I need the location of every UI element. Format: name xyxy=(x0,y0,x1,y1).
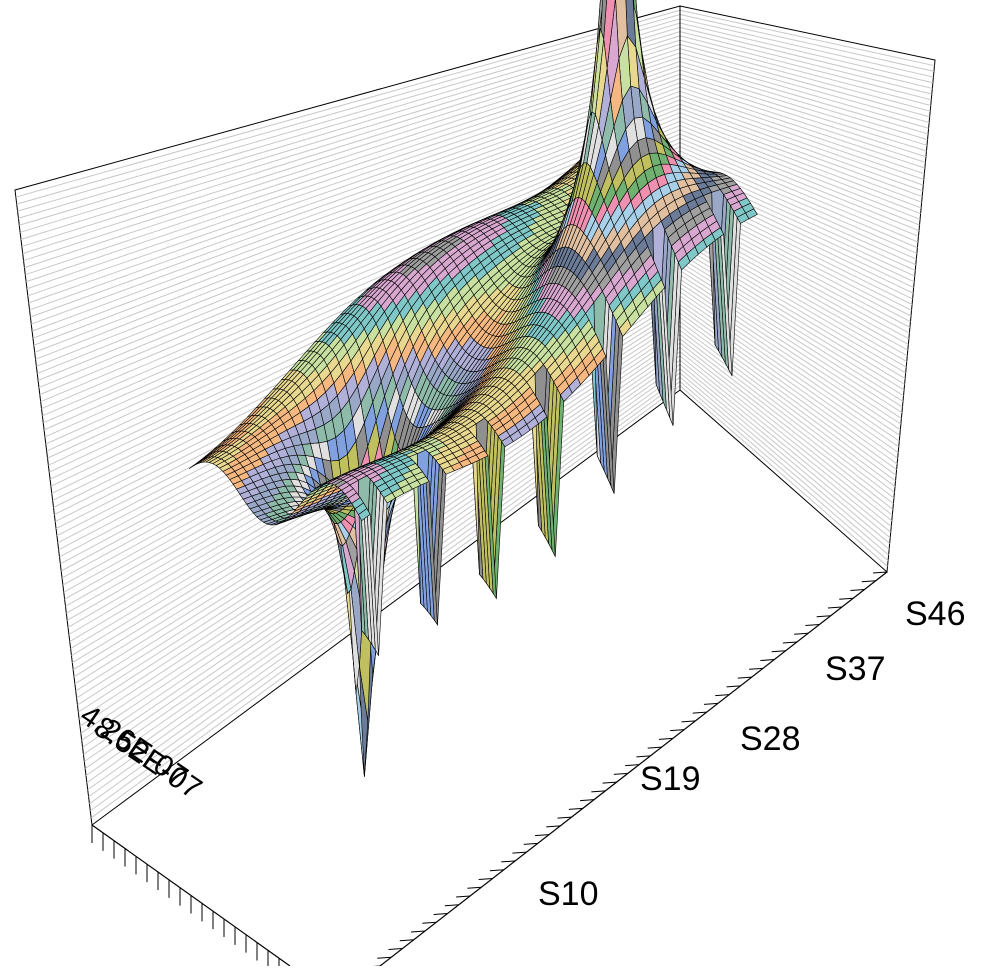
series-tick xyxy=(411,931,425,932)
series-tick xyxy=(389,948,403,949)
series-tick xyxy=(603,782,617,783)
series-tick xyxy=(501,861,515,862)
series-tick xyxy=(569,808,583,809)
series-tick xyxy=(546,826,560,827)
series-tick xyxy=(850,590,864,591)
series-tick xyxy=(479,878,493,879)
series-tick xyxy=(659,738,673,739)
series-tick xyxy=(704,703,718,704)
series-tick xyxy=(434,913,448,914)
series-tick xyxy=(422,922,436,923)
series-tick xyxy=(580,800,594,801)
series-tick xyxy=(794,633,808,634)
series-axis-line xyxy=(380,572,887,966)
series-tick xyxy=(614,773,628,774)
series-tick xyxy=(445,905,459,906)
series-tick xyxy=(862,581,876,582)
series-tick xyxy=(783,642,797,643)
series-tick xyxy=(817,616,831,617)
series-tick xyxy=(400,940,414,941)
series-tick xyxy=(377,957,391,958)
series-tick-label: S19 xyxy=(640,760,701,798)
series-tick xyxy=(681,721,695,722)
series-tick xyxy=(636,756,650,757)
series-tick xyxy=(512,852,526,853)
series-tick-label: S46 xyxy=(905,595,966,633)
series-tick-label: S28 xyxy=(740,720,801,758)
series-tick-label: S37 xyxy=(825,650,886,688)
series-tick xyxy=(490,870,504,871)
series-tick xyxy=(839,598,853,599)
series-tick xyxy=(828,607,842,608)
series-tick xyxy=(693,712,707,713)
series-tick xyxy=(873,572,887,573)
series-tick xyxy=(558,817,572,818)
series-tick-label: S10 xyxy=(538,875,599,913)
series-tick xyxy=(727,686,741,687)
series-tick xyxy=(749,668,763,669)
series-tick xyxy=(805,625,819,626)
series-tick xyxy=(591,791,605,792)
series-tick xyxy=(760,660,774,661)
series-tick xyxy=(715,695,729,696)
series-tick xyxy=(648,747,662,748)
series-tick xyxy=(670,730,684,731)
series-tick xyxy=(738,677,752,678)
series-tick xyxy=(524,843,538,844)
series-tick xyxy=(535,835,549,836)
series-tick xyxy=(467,887,481,888)
series-tick xyxy=(625,765,639,766)
series-tick xyxy=(772,651,786,652)
series-tick xyxy=(456,896,470,897)
